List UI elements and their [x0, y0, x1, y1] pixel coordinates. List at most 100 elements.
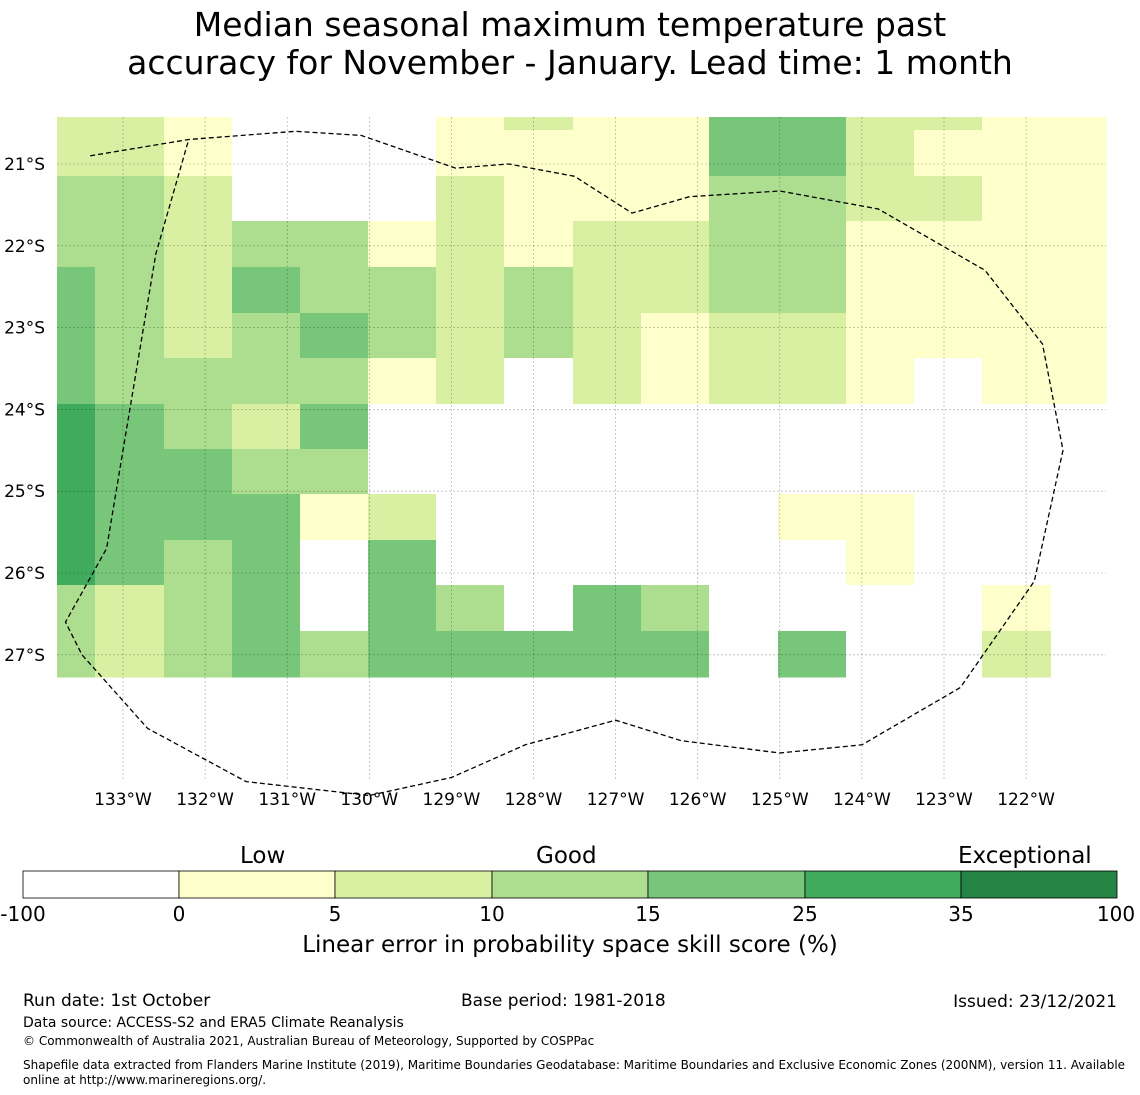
grid-cell: [778, 117, 847, 131]
grid-cell: [504, 313, 574, 359]
grid-cell: [778, 358, 847, 405]
grid-cell: [57, 631, 96, 678]
grid-cell: [1051, 631, 1107, 678]
grid-cell: [573, 585, 642, 632]
longitude-label: 133°W: [94, 790, 152, 810]
grid-cell: [709, 221, 779, 268]
grid-cell: [641, 631, 710, 678]
grid-cell: [164, 358, 233, 405]
grid-cell: [573, 449, 642, 495]
grid-cell: [1051, 585, 1107, 632]
colorbar-tick: -100: [0, 902, 46, 926]
grid-cell: [846, 221, 915, 268]
grid-cell: [368, 494, 437, 541]
grid-cell: [164, 449, 233, 495]
grid-cell: [573, 404, 642, 450]
longitude-label: 132°W: [176, 790, 234, 810]
grid-cell: [164, 176, 233, 222]
grid-cell: [709, 631, 779, 678]
grid-cell: [368, 267, 437, 314]
issued-date: Issued: 23/12/2021: [953, 992, 1117, 1012]
grid-cell: [504, 585, 574, 632]
grid-cell: [709, 449, 779, 495]
grid-cell: [57, 404, 96, 450]
grid-cell: [436, 117, 505, 131]
grid-cell: [95, 313, 165, 359]
longitude-label: 126°W: [669, 790, 727, 810]
grid-cell: [641, 585, 710, 632]
grid-cell: [641, 540, 710, 586]
grid-cell: [641, 494, 710, 541]
grid-cell: [846, 176, 915, 222]
longitude-label: 128°W: [505, 790, 563, 810]
grid-cell: [57, 449, 96, 495]
grid-cell: [914, 404, 983, 450]
grid-cell: [232, 631, 301, 678]
colorbar-label-good: Good: [536, 843, 597, 869]
grid-cell: [846, 117, 915, 131]
grid-cell: [164, 494, 233, 541]
grid-cell: [914, 494, 983, 541]
grid-cell: [436, 449, 505, 495]
grid-cell: [436, 585, 505, 632]
grid-cell: [573, 313, 642, 359]
shapefile-credit-line-1: Shapefile data extracted from Flanders M…: [23, 1058, 1126, 1072]
grid-cell: [504, 404, 574, 450]
grid-cell: [982, 130, 1052, 177]
data-source: Data source: ACCESS-S2 and ERA5 Climate …: [23, 1015, 404, 1031]
eez-boundary-line: [64, 130, 1064, 797]
colorbar-segment: [647, 870, 806, 899]
grid-cell: [368, 404, 437, 450]
grid-cell: [436, 313, 505, 359]
grid-cell: [914, 358, 983, 405]
grid-cell: [914, 117, 983, 131]
grid-cell: [982, 313, 1052, 359]
colorbar-tick: 0: [172, 902, 186, 926]
colorbar-segment: [960, 870, 1118, 899]
grid-cell: [95, 540, 165, 586]
grid-cell: [504, 221, 574, 268]
base-period: Base period: 1981-2018: [461, 991, 666, 1011]
grid-cell: [368, 130, 437, 177]
grid-cell: [914, 631, 983, 678]
grid-cell: [232, 585, 301, 632]
grid-cell: [914, 267, 983, 314]
grid-cell: [368, 176, 437, 222]
longitude-labels: 133°W 132°W 131°W 130°W 129°W 128°W 127°W 126°W…: [94, 790, 1055, 810]
grid-cell: [982, 540, 1052, 586]
grid-cell: [846, 631, 915, 678]
grid-cell: [641, 221, 710, 268]
grid-cell: [778, 494, 847, 541]
grid-cell: [368, 221, 437, 268]
latitude-label: 23°S: [4, 319, 45, 339]
grid-cell: [504, 358, 574, 405]
colorbar-tick: 10: [479, 902, 505, 926]
grid-cell: [436, 540, 505, 586]
grid-cell: [232, 176, 301, 222]
grid-cell: [982, 358, 1052, 405]
colorbar-tick: 25: [792, 902, 818, 926]
latitude-label: 26°S: [4, 564, 45, 584]
colorbar-segment: [334, 870, 493, 899]
grid-cell: [164, 631, 233, 678]
colorbar-title: Linear error in probability space skill …: [302, 932, 838, 958]
longitude-label: 125°W: [751, 790, 809, 810]
grid-cell: [709, 130, 779, 177]
grid-cell: [232, 117, 301, 131]
grid-cell: [914, 449, 983, 495]
grid-cell: [232, 358, 301, 405]
chart-title: Median seasonal maximum temperature past…: [0, 6, 1140, 82]
grid-cell: [573, 358, 642, 405]
grid-cell: [504, 631, 574, 678]
grid-cell: [300, 358, 369, 405]
grid-cell: [164, 404, 233, 450]
grid-cell: [164, 313, 233, 359]
grid-cell: [778, 404, 847, 450]
grid-cell: [504, 449, 574, 495]
grid-cell: [982, 221, 1052, 268]
colorbar: [22, 870, 1118, 899]
grid-cell: [300, 117, 369, 131]
grid-cell: [641, 358, 710, 405]
grid-cell: [1051, 130, 1107, 177]
grid-cell: [232, 404, 301, 450]
